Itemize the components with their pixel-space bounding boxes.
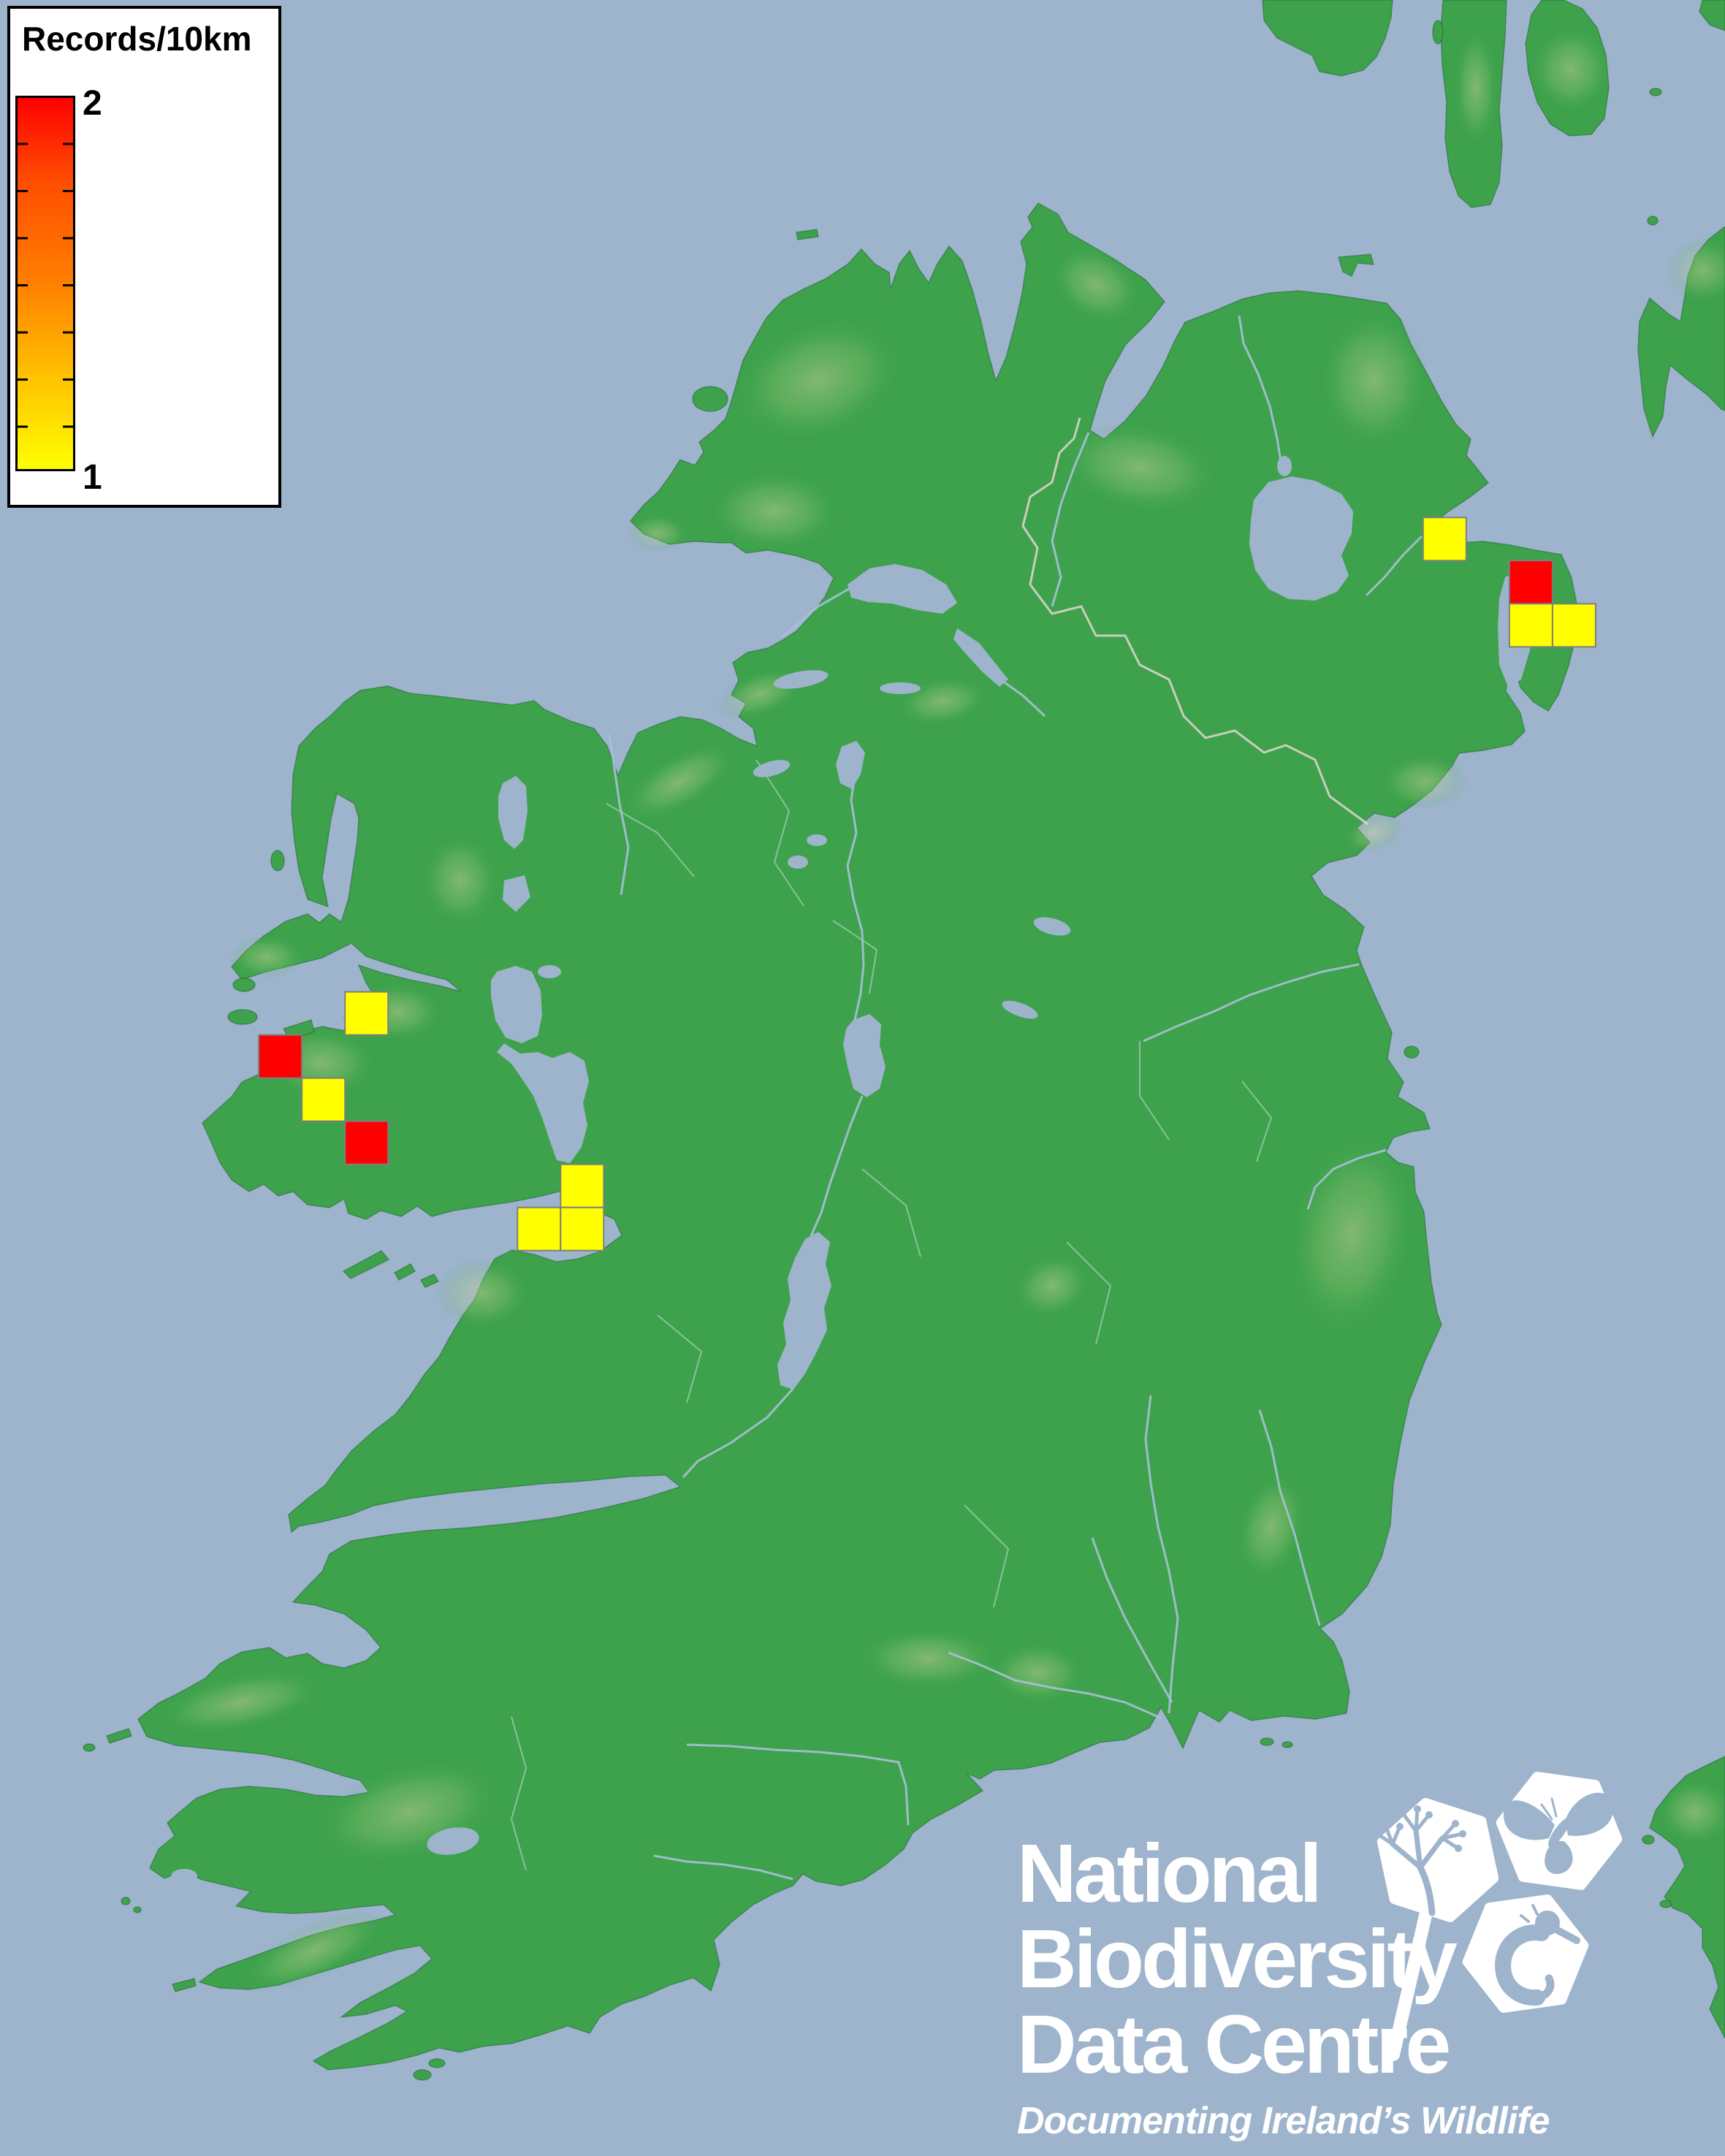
scotland-coast [1262, 0, 1725, 438]
lough-derg [777, 1232, 831, 1390]
inishturk-island [232, 978, 256, 992]
logo-line-3: Data Centre [1017, 1998, 1451, 2090]
river-lagan [1365, 535, 1423, 597]
arranmore-island [692, 386, 728, 412]
legend: Records/10km 2 1 [7, 6, 281, 508]
logo-hexagons [1371, 1772, 1623, 2061]
seahorse-icon [1495, 1904, 1580, 2006]
lough-mask [491, 966, 542, 1043]
irish-islands [83, 229, 1420, 2081]
record-square[interactable] [517, 1206, 562, 1252]
logo-line-1: National [1017, 1827, 1322, 1919]
lough-cullin [503, 875, 530, 912]
tree-icon [1371, 1805, 1466, 1916]
lough-beg [1277, 456, 1292, 476]
lough-gill [753, 760, 791, 777]
lough-conn [498, 776, 528, 849]
lower-lough-erne [848, 564, 957, 614]
lough-carra [538, 965, 561, 978]
lough-ree [843, 1014, 886, 1097]
river-bann [1238, 315, 1284, 476]
cape-clear-island [413, 2069, 432, 2081]
river-boyne [1143, 963, 1360, 1043]
inishmaan-island [393, 1262, 416, 1281]
lough-neagh [1249, 476, 1353, 601]
lough-derravaragh [1002, 1000, 1038, 1019]
river-shannon [846, 765, 865, 1021]
lough-allen [836, 741, 865, 789]
lough-macnean [880, 682, 921, 694]
upper-lough-erne [953, 628, 1008, 687]
river-slaney [1258, 1409, 1321, 1626]
logo-tagline: Documenting Ireland’s Wildlife [1017, 2100, 1550, 2142]
legend-min-label: 1 [83, 458, 102, 497]
river-nore [1091, 1537, 1173, 1703]
skellig-islands [121, 1897, 131, 1905]
record-square[interactable] [301, 1077, 346, 1122]
lambay-island [1404, 1045, 1420, 1059]
river-barrow [1144, 1395, 1179, 1714]
legend-title: Records/10km [22, 20, 252, 58]
river-erne [1002, 679, 1046, 717]
legend-ticks-right [63, 98, 73, 469]
record-square[interactable] [1508, 603, 1553, 648]
record-square[interactable] [1551, 603, 1596, 648]
inishbofin-island [227, 1009, 258, 1025]
river-liffey [1306, 1149, 1387, 1210]
record-squares-layer [258, 517, 1596, 1252]
welsh-islet [1642, 1835, 1655, 1845]
rivers [608, 315, 1423, 1881]
record-square[interactable] [560, 1206, 605, 1252]
tree-hexagon [1376, 1798, 1499, 1922]
river-foyle [1051, 432, 1090, 607]
river-blackwater [686, 1743, 910, 1826]
legend-max-label: 2 [83, 84, 102, 123]
lough-arrow [788, 856, 808, 869]
gigha-island [1432, 20, 1444, 45]
saltee-islands [1260, 1737, 1274, 1746]
lough-corrib [497, 1043, 589, 1163]
lough-currane [171, 1869, 197, 1883]
lakes [171, 456, 1534, 1883]
county-boundaries [510, 417, 1368, 1871]
blasket-islands [106, 1728, 132, 1744]
inishkea-island [270, 850, 285, 872]
islay-island [1262, 0, 1393, 77]
logo-line-2: Biodiversity [1017, 1913, 1458, 2005]
legend-ticks-left [18, 98, 28, 469]
record-square[interactable] [344, 991, 389, 1036]
logo-tree-trunk-tail [1387, 1909, 1432, 2061]
ireland-landmass [137, 202, 1578, 2071]
inishmore-island [342, 1250, 390, 1279]
butterfly-icon [1503, 1792, 1614, 1875]
dursey-island [171, 1978, 197, 1992]
record-square[interactable] [560, 1163, 605, 1208]
river-moy [608, 734, 630, 896]
legend-gradient-bar [15, 96, 75, 471]
rathlin-island [1338, 254, 1375, 278]
lough-melvin [773, 670, 829, 689]
lough-sheelin [1033, 917, 1071, 936]
bute-corner [1699, 0, 1725, 31]
river-suir [948, 1651, 1162, 1720]
sherkin-island [428, 2058, 446, 2068]
ailsa-craig-island [1647, 216, 1659, 226]
record-square[interactable] [258, 1034, 303, 1079]
pladda-island [1649, 88, 1662, 96]
record-square[interactable] [344, 1120, 389, 1165]
river-lee [653, 1854, 793, 1881]
relief-shading [159, 26, 1725, 1992]
ni-border [1021, 417, 1368, 826]
record-square[interactable] [1508, 560, 1553, 605]
nbdc-logo: National Biodiversity Data Centre Docume… [1017, 1831, 1675, 2143]
lough-leane [427, 1827, 479, 1855]
record-square[interactable] [1422, 517, 1467, 562]
lough-key [807, 834, 827, 846]
tory-island [796, 229, 819, 240]
